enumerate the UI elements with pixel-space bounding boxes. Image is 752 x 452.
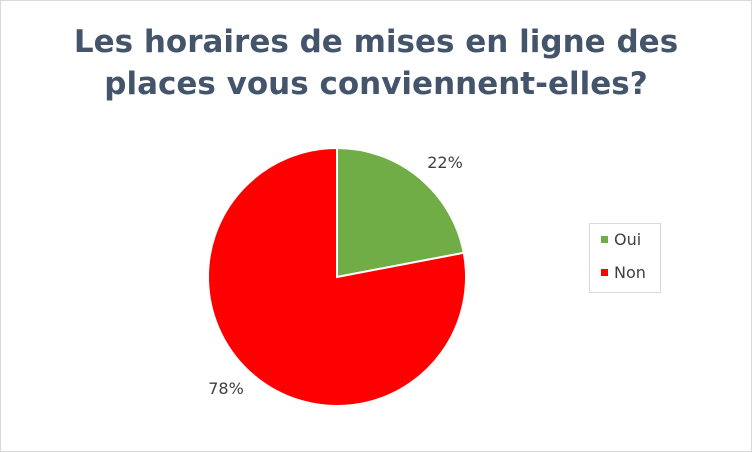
chart-title: Les horaires de mises en ligne des place… — [21, 21, 731, 105]
data-label-oui: 22% — [427, 153, 463, 172]
legend-item-oui: Oui — [601, 230, 641, 249]
chart-title-line-2: places vous conviennent-elles? — [104, 66, 648, 102]
data-label-non: 78% — [208, 379, 244, 398]
legend-swatch-oui — [601, 236, 608, 243]
pie-slices — [207, 146, 467, 407]
chart-title-line-1: Les horaires de mises en ligne des — [73, 24, 679, 60]
legend-label-non: Non — [614, 263, 646, 282]
pie-slice-oui — [336, 146, 465, 279]
legend: Oui Non — [589, 223, 661, 293]
legend-item-non: Non — [601, 263, 646, 282]
pie-slice-non — [207, 146, 467, 407]
legend-label-oui: Oui — [614, 230, 642, 249]
legend-swatch-non — [601, 269, 608, 276]
